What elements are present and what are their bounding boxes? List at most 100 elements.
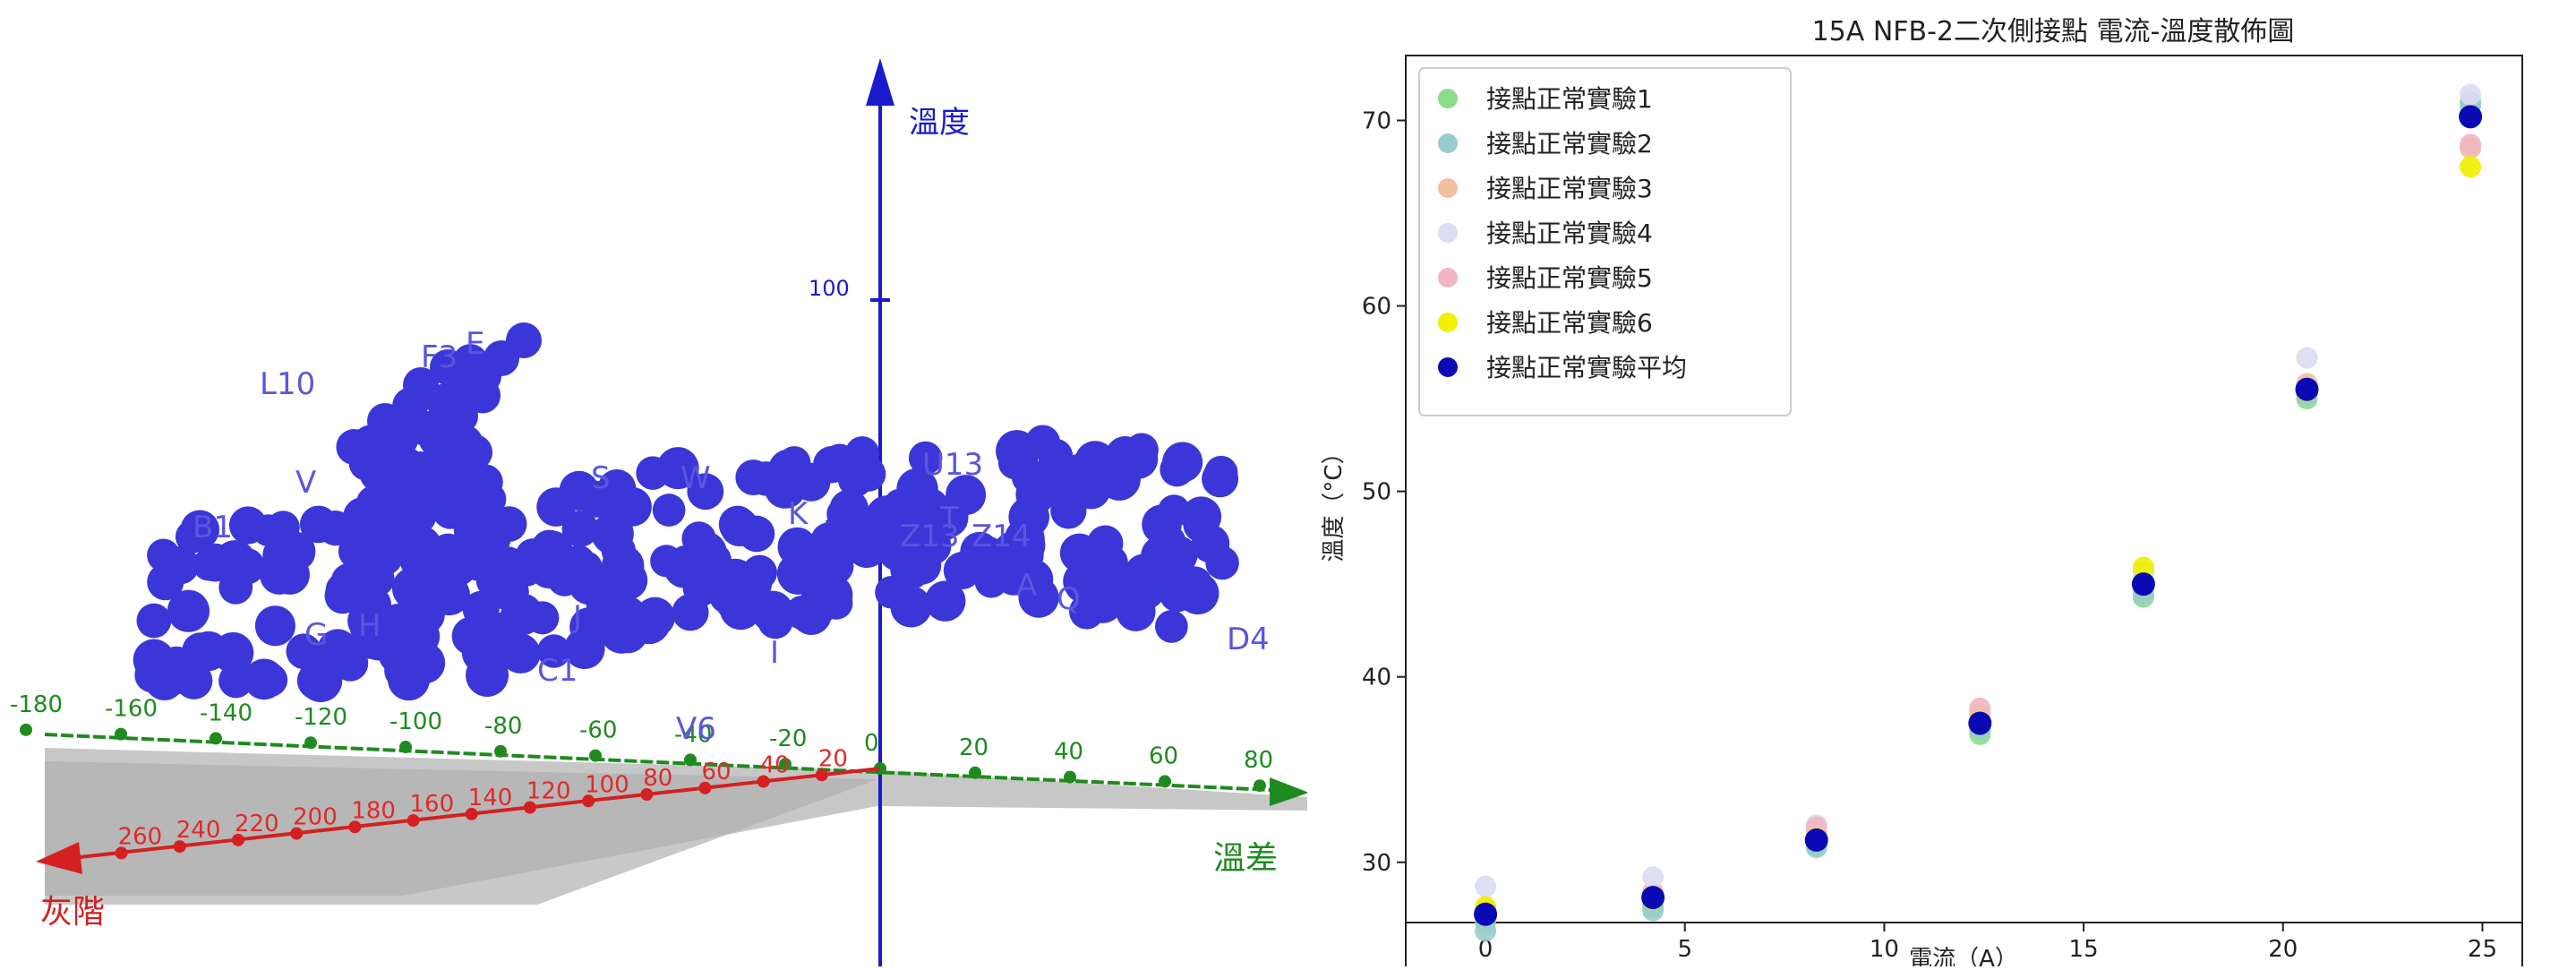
legend-label: 接點正常實驗2 (1486, 129, 1653, 159)
y-tick-label: 20 (959, 734, 988, 761)
data-sphere (561, 510, 599, 547)
data-sphere (720, 508, 759, 547)
x-tick-mark (231, 833, 244, 846)
data-sphere (1205, 545, 1239, 580)
data-sphere (908, 441, 943, 476)
data-sphere (387, 658, 431, 701)
data-point (2460, 156, 2482, 178)
data-point (1475, 875, 1497, 897)
data-sphere (244, 658, 285, 700)
legend-label: 接點正常實驗3 (1486, 174, 1653, 203)
x-tick-mark (698, 781, 712, 794)
data-sphere (367, 403, 403, 439)
point-label: W (680, 460, 711, 496)
point-label: E (466, 326, 484, 362)
data-point (2460, 133, 2482, 156)
y-tick-label: 0 (864, 730, 879, 757)
legend-marker (1438, 223, 1458, 243)
data-sphere (389, 448, 425, 484)
x-tick-label: 0 (1478, 936, 1493, 963)
data-sphere (1069, 594, 1105, 630)
y-tick-label: 50 (1362, 479, 1391, 506)
data-sphere (844, 436, 879, 471)
data-sphere (338, 533, 374, 570)
data-sphere (212, 631, 254, 674)
x-tick-label: 40 (760, 752, 790, 779)
data-sphere (800, 553, 834, 588)
data-sphere (902, 545, 942, 585)
data-sphere (136, 603, 172, 639)
y-tick-mark (589, 749, 602, 762)
y-tick-label: -80 (484, 713, 522, 740)
legend-label: 接點正常實驗5 (1486, 263, 1653, 293)
data-point (2295, 377, 2319, 401)
point-label: A (1016, 568, 1037, 604)
point-label: D4 (1227, 622, 1270, 657)
data-sphere (1110, 583, 1145, 618)
x-tick-label: 200 (293, 804, 338, 831)
data-sphere (167, 589, 210, 632)
y-tick-mark (210, 732, 222, 745)
x-tick-label: 20 (2268, 936, 2298, 963)
data-sphere (997, 562, 1030, 596)
legend-label: 接點正常實驗1 (1486, 84, 1653, 114)
x-tick-mark (348, 820, 362, 834)
data-sphere (1141, 536, 1180, 575)
data-sphere (741, 554, 777, 590)
y-tick-mark (1159, 775, 1171, 788)
data-sphere (577, 480, 613, 517)
legend-marker (1438, 268, 1458, 288)
y-tick-label: -180 (10, 691, 63, 718)
data-sphere (568, 562, 611, 605)
data-sphere (147, 563, 184, 601)
point-label: Z13 (900, 519, 960, 554)
y-tick-label: 80 (1244, 747, 1273, 774)
data-sphere (228, 506, 268, 545)
data-sphere (924, 580, 966, 622)
y-axis-arrow (1270, 777, 1309, 806)
point-label: S (591, 460, 611, 496)
y-tick-label: -40 (674, 721, 712, 748)
data-sphere (800, 579, 843, 622)
data-sphere (439, 403, 475, 439)
data-sphere (376, 482, 413, 519)
legend-label: 接點正常實驗平均 (1486, 353, 1687, 382)
3d-scene[interactable]: 溫度 100 50 溫差 -180-160-140-120-100-80-60-… (0, 0, 1309, 966)
x-tick-mark (115, 846, 128, 860)
data-sphere (1160, 452, 1194, 487)
y-tick-mark (684, 753, 697, 767)
data-sphere (601, 533, 636, 568)
data-sphere (749, 461, 783, 496)
data-sphere (687, 473, 724, 511)
data-sphere (997, 446, 1031, 480)
y-tick-mark (1064, 770, 1076, 784)
data-sphere (537, 634, 571, 668)
data-sphere (299, 505, 338, 544)
x-tick-label: 160 (410, 791, 455, 818)
point-label: C1 (537, 653, 578, 689)
data-sphere (403, 367, 439, 403)
data-sphere (345, 430, 381, 466)
legend-label: 接點正常實驗4 (1486, 219, 1653, 248)
legend-marker (1438, 89, 1458, 108)
data-sphere (1155, 610, 1188, 643)
x-axis-ticks: 260 240 220 200 180 160 140 120 100 80 60 40 20 (115, 745, 848, 860)
x-tick-mark (173, 840, 186, 854)
data-sphere (451, 616, 491, 656)
x-tick-mark (582, 794, 595, 808)
3d-graphics-view[interactable]: 溫度 100 50 溫差 -180-160-140-120-100-80-60-… (0, 0, 1309, 966)
data-sphere (366, 539, 403, 576)
point-label: I (770, 635, 779, 671)
y-tick-label: -20 (769, 725, 807, 752)
x-tick-label: 140 (468, 785, 513, 811)
y-tick-mark (115, 727, 127, 741)
data-sphere (299, 659, 343, 702)
data-sphere (675, 543, 713, 580)
x-tick-label: 120 (526, 778, 571, 805)
x-tick-mark (640, 788, 654, 802)
data-sphere (332, 645, 369, 682)
x-tick-label: 20 (818, 745, 848, 772)
chart-title: 15A NFB-2二次側接點 電流-溫度散佈圖 (1812, 16, 2295, 47)
x-tick-label: 15 (2069, 936, 2099, 963)
data-sphere (608, 561, 648, 600)
